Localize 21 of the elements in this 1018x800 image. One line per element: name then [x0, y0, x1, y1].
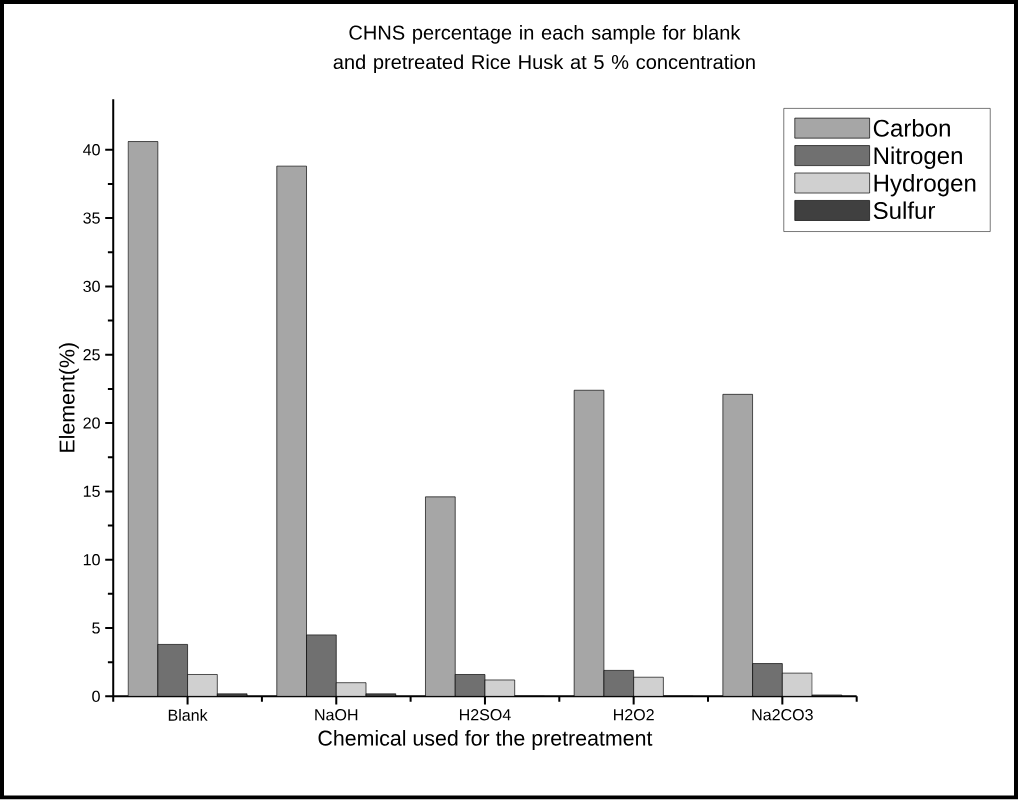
x-tick-label: H2O2	[614, 709, 654, 721]
x-tick-label: NaOH	[315, 709, 358, 721]
x-tick-label: Blank	[168, 709, 208, 722]
y-tick-label: 35	[83, 212, 100, 224]
legend-label: Hydrogen	[874, 174, 976, 197]
legend-label: Sulfur	[873, 201, 936, 220]
chart-title: CHNS percentage in each sample for blank and pretreated Rice Husk at 5 % concentration	[333, 25, 755, 74]
x-tick-label: Na2CO3	[752, 709, 813, 721]
y-axis-title: Element(%)	[58, 343, 79, 453]
legend-label: Carbon	[873, 119, 950, 137]
y-tick-label: 40	[83, 144, 100, 156]
y-tick-label: 15	[83, 486, 100, 498]
y-tick-label: 5	[92, 622, 100, 634]
y-tick-label: 10	[83, 554, 100, 566]
y-tick-label: 25	[83, 349, 100, 361]
y-tick-label: 30	[83, 280, 100, 293]
y-tick-label: 20	[83, 417, 100, 429]
x-tick-label: H2SO4	[459, 709, 511, 721]
x-axis-title: Chemical used for the pretreatment	[318, 730, 653, 751]
legend-label: Nitrogen	[874, 146, 962, 170]
y-tick-label: 0	[92, 690, 100, 703]
